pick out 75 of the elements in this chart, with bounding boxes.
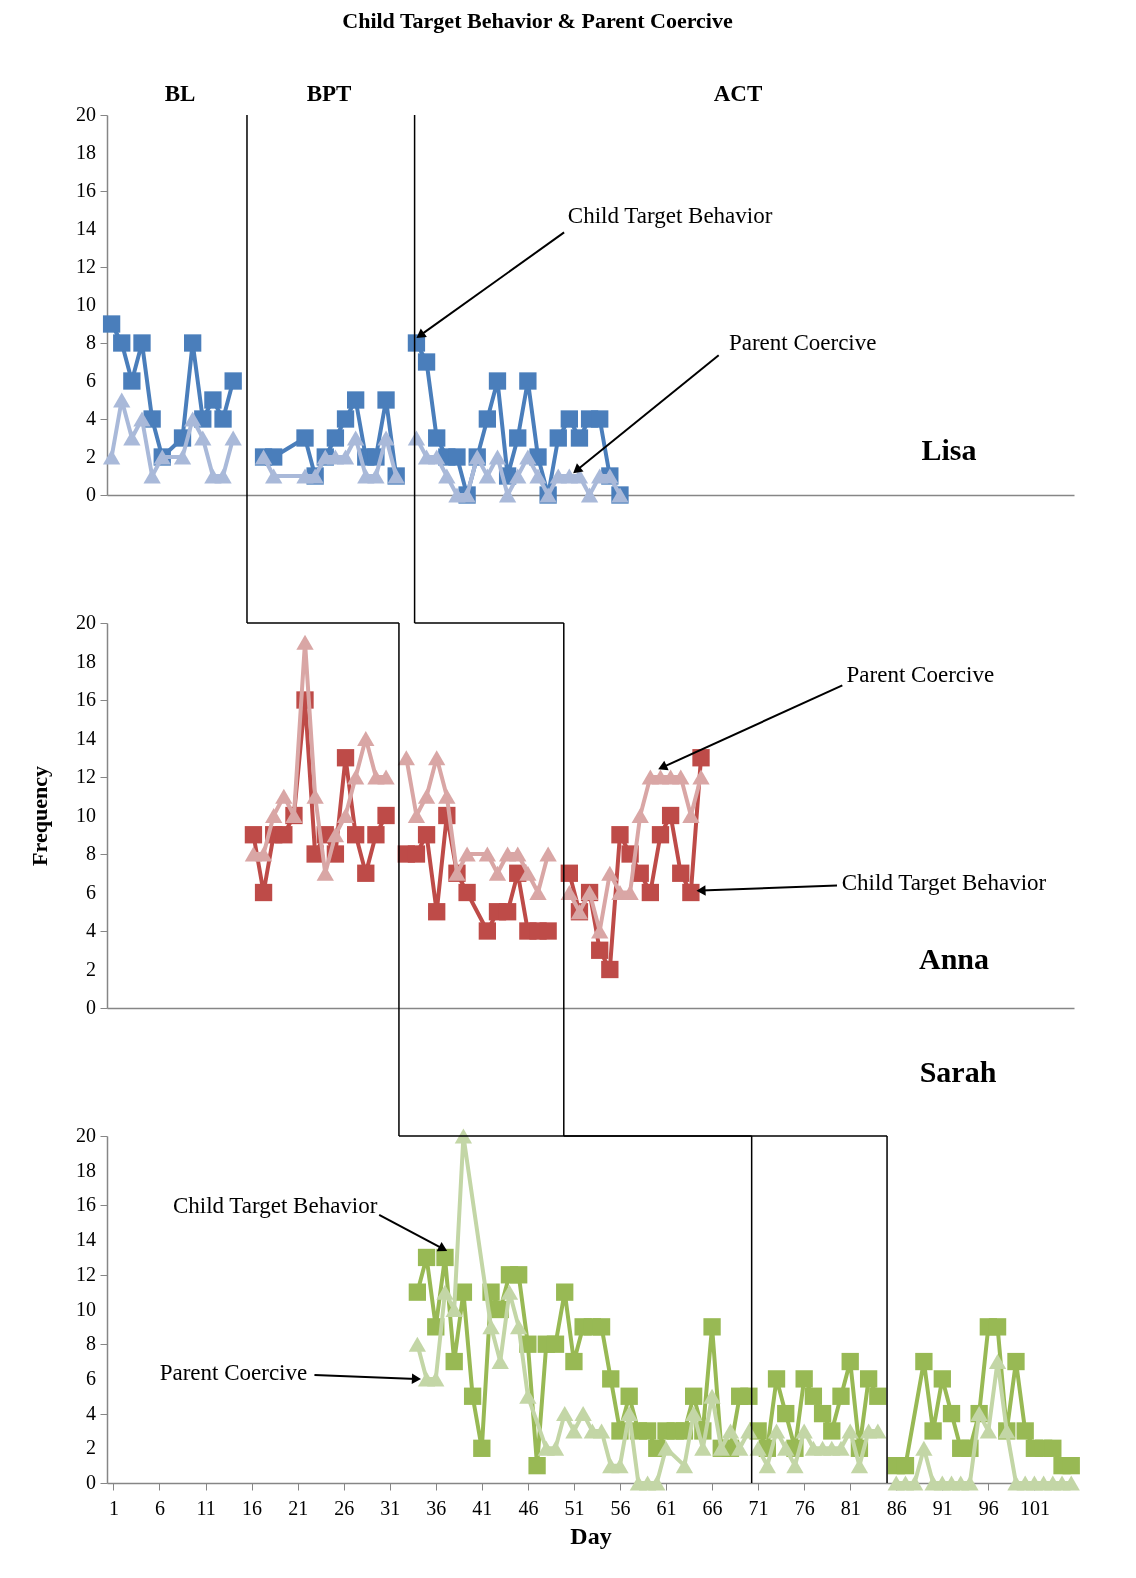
y-tick-label: 20 — [76, 103, 96, 125]
x-tick-label: 1 — [108, 1496, 119, 1519]
y-tick-label: 8 — [86, 331, 96, 353]
x-tick-label: 51 — [564, 1496, 585, 1519]
y-tick-label: 6 — [86, 369, 96, 391]
x-tick-label: 26 — [334, 1496, 355, 1519]
y-tick-label: 18 — [76, 141, 96, 163]
y-tick-label: 12 — [76, 1262, 96, 1285]
annotation: Child Target Behavior — [172, 1192, 378, 1218]
point — [417, 353, 436, 371]
y-tick-label: 8 — [86, 1332, 96, 1355]
x-axis-title: Day — [570, 1522, 612, 1549]
y-tick-label: 16 — [76, 179, 96, 201]
y-tick-label: 0 — [86, 1471, 96, 1493]
x-tick-label: 36 — [426, 1496, 447, 1519]
annotation: Child Target Behavior — [567, 203, 773, 229]
x-tick-label: 91 — [932, 1496, 953, 1519]
y-tick-label: 2 — [86, 445, 96, 467]
y-axis-title: Frequency — [27, 766, 52, 866]
y-tick-label: 10 — [76, 293, 96, 315]
y-tick-label: 14 — [76, 217, 96, 239]
x-tick-label: 46 — [518, 1496, 539, 1519]
y-tick-label: 20 — [76, 611, 96, 633]
x-tick-label: 21 — [288, 1496, 309, 1519]
x-tick-label: 76 — [794, 1496, 815, 1519]
y-tick-label: 0 — [86, 483, 96, 505]
text: Sarah — [919, 1055, 997, 1088]
x-tick-label: 56 — [610, 1496, 631, 1519]
x-tick-label: 86 — [886, 1496, 907, 1519]
text: BL — [164, 81, 196, 106]
text: ACT — [713, 81, 763, 106]
x-tick-label: 41 — [472, 1496, 493, 1519]
y-tick-label: 6 — [86, 880, 96, 903]
annotation: Anna — [918, 942, 990, 975]
annotation: Parent Coercive — [846, 662, 995, 688]
y-tick-label: 4 — [86, 919, 96, 941]
y-tick-label: 14 — [76, 726, 96, 749]
y-tick-label: 2 — [86, 1436, 96, 1459]
x-tick-label: 11 — [196, 1496, 216, 1519]
x-tick-label: 101 — [1019, 1496, 1050, 1519]
chart-title: Child Target Behavior & Parent Coercive — [342, 8, 733, 33]
text: BPT — [306, 81, 352, 106]
y-tick-label: 12 — [76, 255, 96, 277]
x-tick-label: 31 — [380, 1496, 401, 1519]
y-tick-label: 12 — [76, 765, 96, 787]
y-tick-label: 2 — [86, 957, 96, 980]
y-tick-label: 20 — [76, 1124, 96, 1146]
x-tick-label: 66 — [702, 1496, 723, 1519]
y-tick-label: 18 — [76, 1158, 96, 1181]
point — [519, 372, 537, 390]
annotation: Parent Coercive — [728, 330, 877, 356]
y-tick-label: 14 — [76, 1228, 96, 1251]
y-tick-label: 16 — [76, 1193, 96, 1216]
y-tick-label: 10 — [76, 1297, 96, 1320]
x-tick-label: 16 — [242, 1496, 263, 1519]
y-tick-label: 0 — [86, 996, 96, 1018]
y-tick-label: 16 — [76, 688, 96, 710]
y-tick-label: 10 — [76, 803, 96, 826]
x-tick-label: 6 — [154, 1496, 165, 1519]
point — [591, 410, 609, 428]
annotation: Child Target Behavior — [841, 869, 1047, 895]
x-tick-label: 96 — [978, 1496, 999, 1519]
annotation: Lisa — [921, 433, 977, 466]
y-tick-label: 4 — [86, 407, 96, 429]
point — [560, 410, 578, 428]
y-tick-label: 18 — [76, 649, 96, 672]
annotation: Parent Coercive — [159, 1359, 308, 1385]
x-tick-label: 71 — [748, 1496, 769, 1519]
y-tick-label: 8 — [86, 842, 96, 864]
y-tick-label: 4 — [86, 1401, 96, 1424]
point — [488, 372, 507, 390]
x-tick-label: 81 — [840, 1496, 861, 1519]
point — [478, 410, 497, 428]
y-tick-label: 6 — [86, 1366, 96, 1389]
x-tick-label: 61 — [656, 1496, 677, 1519]
